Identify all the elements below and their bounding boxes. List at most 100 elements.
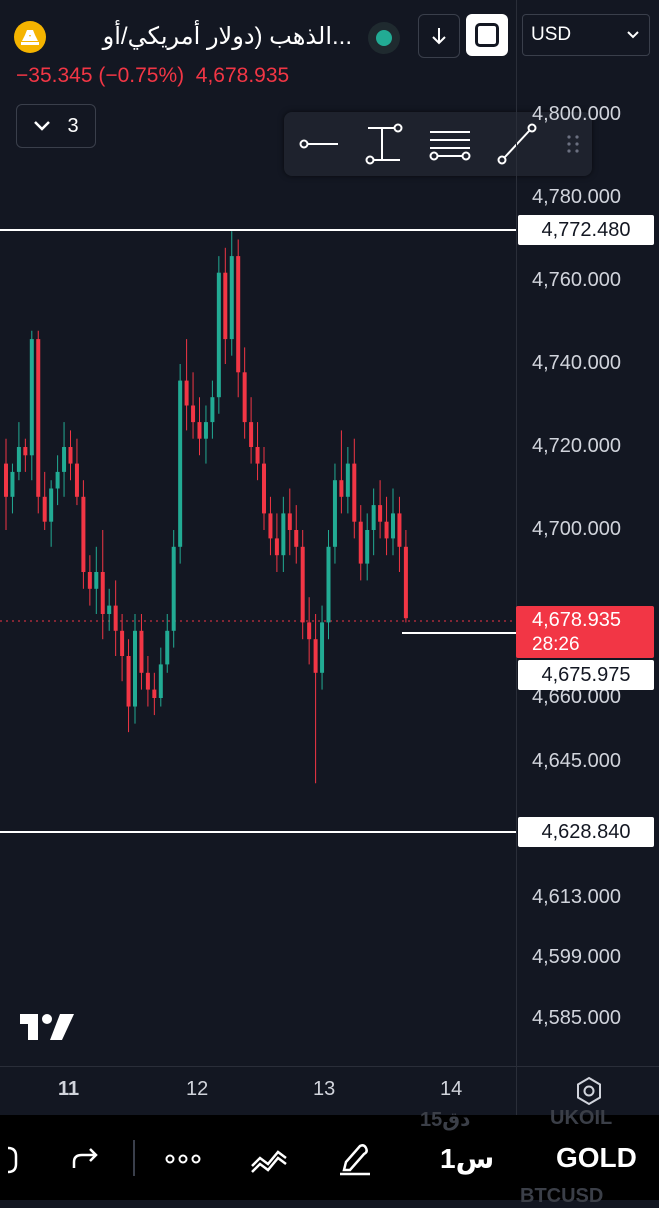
candle-body [397,513,402,547]
candle-body [68,447,73,464]
fullscreen-button[interactable] [466,14,508,56]
candle-body [133,630,137,707]
line-mid-price-label: 4,675.975 [518,660,654,690]
candle-body [171,546,176,631]
candle-body [378,505,383,522]
trend-line-icon[interactable] [492,120,540,168]
candle-body [49,488,54,522]
bar-countdown: 28:26 [532,634,580,655]
tradingview-logo-icon [20,1014,74,1040]
candle-body [113,605,118,631]
vertical-measure-icon[interactable] [360,120,408,168]
parallel-lines-icon[interactable] [426,120,474,168]
arrow-down-button[interactable] [418,14,460,58]
current-price-label: 4,678.935 28:26 [516,606,654,658]
candle-body [345,463,350,497]
candle-body [371,505,376,530]
ghost-symbol-top: UKOIL [550,1107,613,1129]
line-bottom-price-label: 4,628.840 [518,817,654,847]
candle-body [274,538,279,556]
change-value: −35.345 (−0.75%) [16,64,185,87]
candle-body [358,521,363,564]
ghost-interval-top: 15دق [420,1109,471,1131]
square-icon [475,23,499,47]
undo-partial-icon[interactable] [0,1138,42,1180]
candle-body [332,480,337,547]
candle-body [29,339,34,456]
candle-body [184,380,189,406]
candle-body [165,630,170,665]
candle-body [313,639,318,673]
candle-body [223,272,228,340]
candle-body [229,256,234,340]
candle-body [236,256,241,373]
indicators-icon[interactable] [248,1138,290,1180]
candle-body [152,689,157,698]
candle-body [145,672,150,690]
candle-body [391,513,395,539]
candle-body [242,372,247,423]
candle-body [197,422,202,439]
candle-body [126,656,131,707]
ghost-symbol-bottom: BTCUSD [520,1185,604,1207]
chart-canvas[interactable] [0,0,516,1066]
candle-body [10,471,15,497]
candle-body [352,463,357,522]
last-price-value: 4,678.935 [195,64,290,87]
candle-body [268,513,273,539]
symbol-header: الذهب (دولار أمريكي/أو... USD −35.345 (−… [0,0,659,100]
candle-body [23,447,28,456]
candle-body [139,630,144,673]
bottom-toolbar: UKOIL 15دق BTCUSD [0,1107,659,1207]
price-tick: 4,660.000 [532,686,621,708]
more-icon[interactable] [162,1138,204,1180]
candle-body [191,405,196,423]
candle-body [300,546,305,623]
candle-body [55,471,60,489]
candle-body [210,397,215,423]
chevron-down-icon [34,121,51,131]
indicators-count: 3 [67,114,79,137]
candle-body [203,422,208,439]
indicators-collapse-button[interactable]: 3 [16,104,96,148]
arrow-down-icon [432,28,446,45]
candle-body [42,496,47,522]
redo-icon[interactable] [64,1138,106,1180]
symbol-title[interactable]: الذهب (دولار أمريكي/أو... [102,23,352,50]
candle-body [158,664,163,698]
price-change: −35.345 (−0.75%) 4,678.935 [16,64,289,88]
price-tick: 4,585.000 [532,1007,621,1029]
symbol-button[interactable]: GOLD [556,1142,637,1173]
drag-handle-icon[interactable] [566,134,580,154]
candle-body [320,622,325,673]
price-tick: 4,613.000 [532,886,621,908]
candles-group [4,231,408,784]
price-tick: 4,700.000 [532,518,621,540]
drawing-pen-icon[interactable] [334,1138,376,1180]
time-tick-13: 13 [313,1078,336,1100]
price-tick: 4,645.000 [532,750,621,772]
candle-body [249,422,254,447]
candle-body [281,513,286,556]
candle-body [100,572,105,614]
candle-body [36,339,41,497]
candle-body [87,572,92,589]
price-tick: 4,740.000 [532,352,621,374]
currency-value: USD [531,24,572,45]
candle-body [120,630,125,656]
candle-body [262,463,266,514]
interval-button[interactable]: 1س [440,1143,495,1174]
price-tick: 4,599.000 [532,946,621,968]
line-top-price-label: 4,772.480 [518,215,654,245]
currency-select[interactable]: USD [522,14,650,56]
time-tick-12: 12 [186,1078,209,1100]
price-tick: 4,720.000 [532,435,621,457]
candle-body [294,530,299,547]
candle-body [62,447,67,472]
candle-body [339,480,344,497]
gold-bars-icon [14,21,46,53]
horizontal-line-icon[interactable] [294,120,342,168]
time-tick-14: 14 [440,1078,463,1100]
candle-body [16,447,21,472]
chart-settings-icon[interactable] [572,1074,606,1108]
